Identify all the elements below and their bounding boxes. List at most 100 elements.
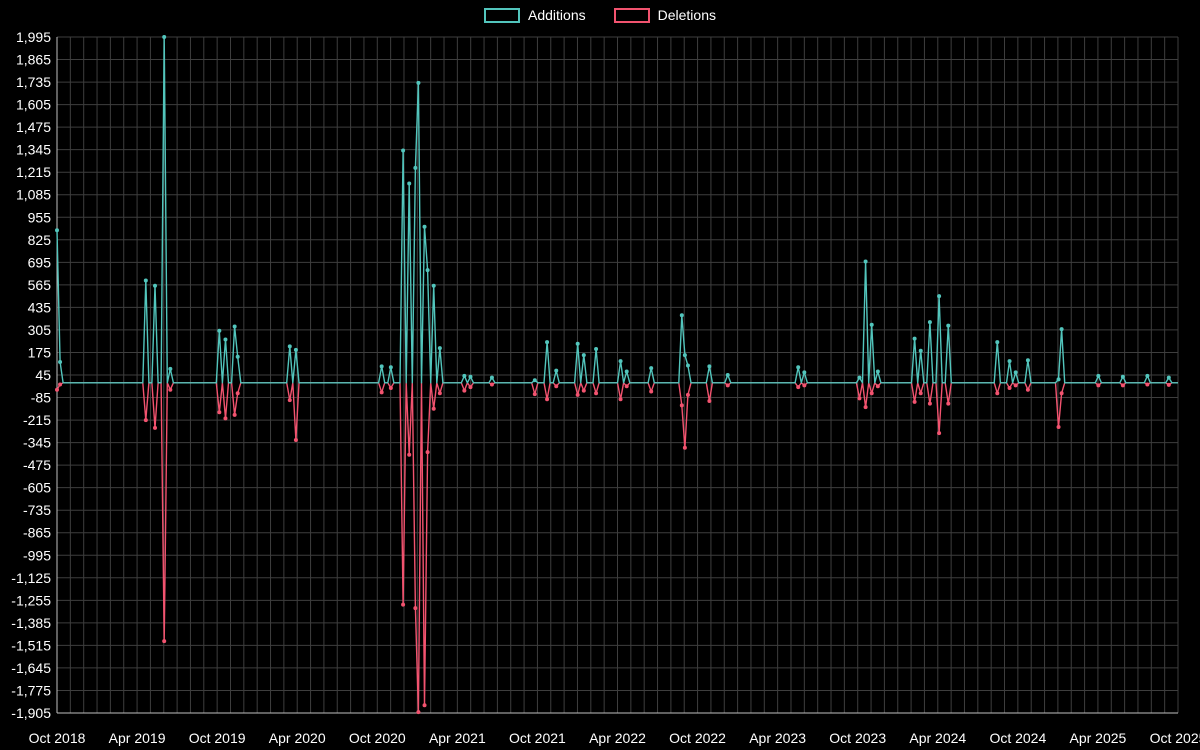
y-tick-label: -475 [23,457,51,473]
x-tick-label: Oct 2019 [189,730,246,746]
additions-point-marker [1120,374,1125,379]
y-tick-label: -1,645 [11,660,51,676]
additions-point-marker [235,354,240,359]
deletions-point-marker [1007,386,1012,390]
additions-swatch [484,7,521,23]
deletions-point-marker [946,401,951,406]
deletions-point-marker [407,452,412,457]
deletions-point-marker [594,391,599,396]
deletions-point-marker [153,425,158,430]
deletions-point-marker [725,383,730,388]
x-tick-label: Apr 2024 [909,730,966,746]
additions-point-marker [413,165,418,170]
deletions-point-marker [437,391,442,396]
additions-point-marker [802,370,807,375]
deletions-point-marker [1120,383,1125,388]
deletions-point-marker [918,391,923,396]
x-tick-label: Apr 2021 [429,730,486,746]
deletions-point-marker [875,384,880,389]
y-tick-label: 45 [35,367,51,383]
deletions-point-marker [649,389,654,394]
additions-point-marker [55,228,59,233]
additions-point-marker [1007,359,1012,364]
x-tick-label: Oct 2021 [509,730,566,746]
y-tick-label: 695 [28,254,52,270]
additions-point-marker [431,283,436,288]
deletions-point-marker [413,606,418,611]
deletions-point-marker [863,405,868,410]
deletions-point-marker [401,602,406,607]
deletions-point-marker [1166,382,1171,387]
additions-point-marker [857,375,862,380]
deletions-point-marker [431,406,436,411]
x-tick-label: Apr 2023 [749,730,806,746]
additions-point-marker [1145,373,1150,378]
deletions-label: Deletions [657,7,716,23]
y-tick-label: -1,255 [11,592,51,608]
deletions-point-marker [379,390,384,395]
deletions-point-marker [707,399,712,403]
additions-point-marker [594,347,599,351]
deletions-point-marker [462,388,467,393]
y-tick-label: 1,085 [16,187,51,203]
legend-item-deletions[interactable]: Deletions [613,7,716,23]
additions-point-marker [407,181,412,186]
y-tick-label: -215 [23,412,51,428]
deletions-point-marker [293,438,298,442]
y-tick-label: -1,515 [11,637,51,653]
additions-point-marker [946,323,951,328]
additions-point-marker [575,341,580,346]
deletions-point-marker [554,384,559,389]
additions-point-marker [232,324,237,329]
additions-point-marker [581,353,586,358]
additions-point-marker [287,344,292,349]
deletions-point-marker [995,391,1000,396]
deletions-point-marker [143,418,148,423]
additions-point-marker [1056,377,1061,382]
additions-point-marker [425,268,430,273]
x-tick-label: Apr 2019 [109,730,166,746]
y-tick-label: 1,865 [16,52,51,68]
deletions-point-marker [232,412,237,417]
deletions-point-marker [927,401,932,406]
y-tick-label: -345 [23,435,51,451]
x-tick-label: Apr 2022 [589,730,646,746]
deletions-point-marker [624,384,629,389]
additions-point-marker [912,336,917,341]
y-tick-label: 955 [28,209,52,225]
deletions-point-marker [425,450,430,455]
additions-point-marker [1059,327,1064,332]
additions-point-marker [168,366,173,371]
y-tick-label: 435 [28,299,52,315]
additions-point-marker [1025,358,1030,363]
legend-item-additions[interactable]: Additions [484,7,586,23]
additions-point-marker [725,373,730,377]
deletions-point-marker [388,386,393,390]
x-tick-label: Oct 2025 [1150,730,1200,746]
additions-point-marker [796,365,801,370]
y-tick-label: 1,215 [16,164,51,180]
additions-point-marker [679,313,684,318]
additions-point-marker [1013,370,1018,375]
additions-line [56,36,1178,384]
additions-point-marker [869,322,874,327]
y-tick-label: 825 [28,232,52,248]
additions-point-marker [918,348,923,353]
deletions-point-marker [1059,391,1064,396]
x-tick-label: Oct 2020 [349,730,406,746]
deletions-point-marker [912,399,917,404]
additions-point-marker [401,148,406,153]
x-tick-label: Oct 2018 [29,730,86,746]
deletions-point-marker [1025,387,1030,392]
additions-point-marker [624,369,629,374]
deletions-point-marker [217,410,222,415]
additions-point-marker [416,80,421,85]
deletions-point-marker [532,392,537,397]
deletions-point-marker [422,703,427,708]
additions-point-marker [554,368,559,373]
deletions-point-marker [168,387,173,392]
additions-point-marker [468,374,473,379]
y-tick-label: 1,345 [16,142,51,158]
y-tick-label: 565 [28,277,52,293]
